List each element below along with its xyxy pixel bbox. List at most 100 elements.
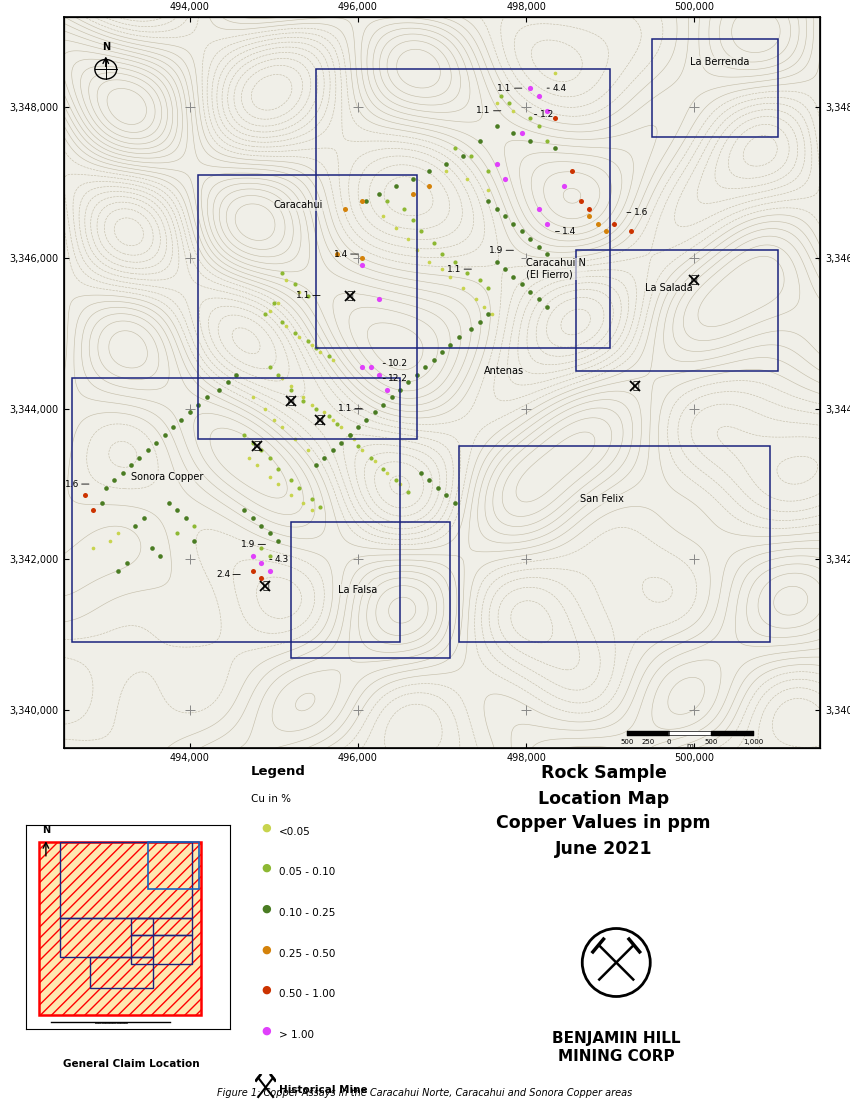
Point	[87, 502, 100, 519]
Point	[494, 87, 507, 104]
Text: Caracahui N
(El Fierro): Caracahui N (El Fierro)	[526, 258, 586, 279]
Point	[541, 298, 554, 316]
Point	[322, 407, 336, 425]
Point	[128, 517, 142, 535]
Point	[422, 177, 436, 195]
Point	[275, 314, 289, 331]
Point	[405, 169, 419, 187]
Point	[292, 283, 306, 300]
Point	[263, 547, 276, 564]
Bar	[60, 842, 192, 918]
Point	[473, 132, 487, 150]
Point	[557, 177, 570, 195]
Point	[271, 475, 285, 493]
Point	[524, 230, 537, 248]
Point	[360, 192, 373, 210]
Text: 1.1: 1.1	[476, 107, 501, 116]
Bar	[198, 175, 416, 439]
Point	[541, 216, 554, 233]
Point	[284, 472, 298, 490]
Point	[99, 478, 112, 496]
Point	[288, 324, 302, 342]
Point	[246, 562, 260, 580]
Text: 1.1: 1.1	[447, 265, 472, 274]
Point	[481, 182, 495, 199]
Point	[275, 370, 289, 387]
Point	[133, 449, 146, 466]
Point	[524, 79, 537, 97]
Text: ●: ●	[261, 944, 271, 955]
Point	[263, 301, 276, 319]
Point	[301, 332, 314, 350]
Point	[401, 230, 415, 248]
Point	[444, 268, 457, 286]
Point	[347, 430, 360, 448]
Text: Historical Mine: Historical Mine	[279, 1085, 367, 1096]
Text: General Claim Location: General Claim Location	[64, 1059, 200, 1069]
Point	[456, 279, 470, 297]
Text: ●: ●	[261, 984, 271, 996]
Text: Legend: Legend	[251, 764, 306, 778]
Text: 1.4: 1.4	[556, 227, 576, 235]
Text: ⛏: ⛏	[287, 396, 294, 406]
Text: 4.4: 4.4	[547, 84, 566, 92]
Point	[318, 449, 332, 466]
Point	[309, 340, 323, 358]
Point	[271, 295, 285, 312]
Point	[263, 449, 276, 466]
Text: 500: 500	[620, 739, 633, 745]
Point	[405, 211, 419, 229]
Point	[549, 64, 563, 81]
Text: 1.1: 1.1	[337, 404, 362, 414]
Text: m: m	[687, 744, 694, 749]
Point	[301, 287, 314, 305]
Point	[524, 132, 537, 150]
Point	[448, 140, 462, 157]
Point	[267, 411, 280, 429]
Point	[481, 306, 495, 323]
Point	[254, 441, 268, 459]
Point	[305, 396, 319, 414]
Text: 0: 0	[666, 739, 672, 745]
Bar	[60, 918, 153, 957]
Point	[246, 433, 260, 451]
Point	[389, 177, 403, 195]
Point	[431, 478, 445, 496]
Point	[549, 110, 563, 128]
Point	[410, 366, 423, 384]
Point	[507, 268, 520, 286]
Point	[314, 343, 327, 361]
Point	[238, 502, 252, 519]
Point	[343, 426, 356, 443]
Point	[473, 314, 487, 331]
Point	[490, 95, 503, 112]
Point	[582, 200, 596, 218]
Point	[351, 419, 365, 437]
Point	[435, 343, 449, 361]
Point	[532, 117, 546, 134]
Point	[221, 374, 235, 392]
Point	[271, 366, 285, 384]
Point	[481, 192, 495, 210]
Point	[599, 222, 613, 240]
Point	[238, 426, 252, 443]
Point	[473, 272, 487, 289]
Text: ●: ●	[261, 822, 271, 833]
Point	[418, 359, 432, 376]
Point	[377, 208, 390, 226]
Point	[78, 486, 92, 504]
Point	[498, 169, 512, 187]
Point	[171, 502, 184, 519]
Text: ⛏: ⛏	[254, 441, 260, 451]
Point	[524, 110, 537, 128]
Point	[305, 502, 319, 519]
Point	[532, 238, 546, 255]
Point	[381, 381, 394, 398]
Point	[360, 411, 373, 429]
Point	[439, 163, 453, 180]
Point	[107, 472, 121, 490]
Point	[314, 498, 327, 516]
Point	[141, 441, 155, 459]
Text: ⛏: ⛏	[346, 290, 353, 300]
Point	[171, 525, 184, 542]
